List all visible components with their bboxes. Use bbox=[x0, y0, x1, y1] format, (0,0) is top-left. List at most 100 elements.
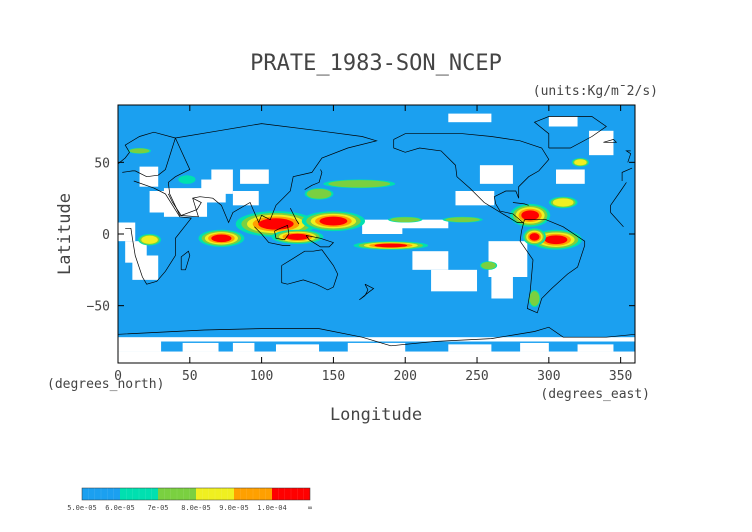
coastline bbox=[603, 139, 618, 143]
coastline bbox=[118, 326, 635, 347]
precip-contour bbox=[178, 175, 196, 184]
precip-contour bbox=[319, 216, 348, 226]
y-unit-label: (degrees_north) bbox=[47, 377, 164, 392]
precip-field bbox=[118, 105, 635, 363]
coastlines bbox=[118, 116, 635, 347]
coastline bbox=[289, 208, 300, 225]
colorbar-swatch bbox=[196, 488, 234, 500]
coastline bbox=[304, 169, 323, 190]
below-threshold-area bbox=[448, 113, 492, 123]
precip-contour bbox=[306, 188, 332, 199]
precip-contour bbox=[544, 235, 568, 245]
colorbar-level-label: ∞ bbox=[308, 504, 312, 512]
below-threshold-area bbox=[412, 251, 449, 270]
coastline bbox=[167, 193, 202, 216]
coastline bbox=[610, 182, 627, 213]
precip-contour bbox=[445, 217, 480, 223]
below-threshold-area bbox=[520, 342, 549, 352]
x-tick-label: 50 bbox=[182, 369, 198, 384]
y-axis-label: Latitude bbox=[55, 193, 75, 275]
coastline bbox=[519, 219, 586, 314]
precip-contour bbox=[521, 210, 540, 221]
below-threshold-area bbox=[491, 277, 513, 299]
below-threshold-area bbox=[362, 219, 403, 234]
coastline bbox=[359, 283, 375, 301]
y-tick-label: −50 bbox=[87, 300, 110, 315]
x-tick-label: 150 bbox=[322, 369, 345, 384]
below-threshold-area bbox=[182, 342, 219, 352]
coastline bbox=[533, 116, 607, 149]
below-threshold-area bbox=[275, 344, 320, 352]
chart-title: PRATE_1983-SON_NCEP bbox=[250, 51, 502, 76]
y-tick-label: 50 bbox=[94, 156, 110, 171]
below-threshold-area bbox=[479, 165, 513, 184]
coastline bbox=[180, 250, 191, 271]
y-tick-label: 0 bbox=[102, 228, 110, 243]
coastline bbox=[625, 150, 632, 163]
colorbar-level-label: 7e-05 bbox=[147, 504, 168, 512]
y-axis: −50 0 50 bbox=[87, 156, 635, 315]
coastline bbox=[254, 226, 291, 246]
coastline bbox=[274, 224, 290, 241]
below-threshold-area bbox=[398, 219, 449, 229]
colorbar-swatch bbox=[158, 488, 196, 500]
below-threshold-area bbox=[455, 191, 495, 206]
below-threshold-area bbox=[232, 342, 255, 352]
below-threshold-area bbox=[240, 169, 269, 184]
x-tick-label: 300 bbox=[537, 369, 560, 384]
precip-contour bbox=[529, 291, 540, 306]
x-tick-label: 250 bbox=[465, 369, 488, 384]
below-threshold-area bbox=[232, 191, 259, 206]
below-threshold-area bbox=[118, 337, 635, 342]
colorbar-level-label: 1.0e-04 bbox=[257, 504, 287, 512]
coastline bbox=[305, 235, 335, 248]
colorbar-swatch bbox=[234, 488, 272, 500]
precip-contour bbox=[481, 261, 496, 270]
colorbar-level-label: 9.0e-05 bbox=[219, 504, 249, 512]
x-tick-label: 350 bbox=[609, 369, 632, 384]
precip-contour bbox=[286, 233, 309, 241]
plot-area bbox=[117, 104, 636, 364]
precip-contour bbox=[574, 159, 587, 166]
units-label: (units:Kg/m¯2/s) bbox=[533, 84, 658, 99]
precip-contour bbox=[258, 218, 294, 230]
precip-contour bbox=[552, 198, 574, 207]
x-unit-label: (degrees_east) bbox=[540, 387, 650, 402]
coastline bbox=[512, 202, 529, 206]
colorbar-swatch bbox=[120, 488, 158, 500]
below-threshold-area bbox=[118, 222, 130, 236]
precip-contour bbox=[390, 217, 421, 223]
below-threshold-area bbox=[448, 344, 492, 352]
colorbar-level-label: 6.0e-05 bbox=[105, 504, 135, 512]
below-threshold-area bbox=[548, 116, 578, 127]
coastline bbox=[125, 180, 192, 285]
colorbar-level-label: 8.0e-05 bbox=[181, 504, 211, 512]
below-threshold-area bbox=[589, 130, 614, 156]
colorbar-swatch bbox=[82, 488, 120, 500]
precip-contour bbox=[211, 234, 232, 243]
below-threshold-area bbox=[556, 169, 585, 184]
below-threshold-area bbox=[431, 269, 478, 292]
below-threshold-area bbox=[211, 169, 233, 194]
precip-contour bbox=[328, 180, 391, 188]
coastline bbox=[621, 167, 633, 181]
colorbar: 5.0e-05 6.0e-05 7e-05 8.0e-05 9.0e-05 1.0e-04… bbox=[67, 487, 312, 512]
x-tick-label: 100 bbox=[250, 369, 273, 384]
x-axis: 0 50 100 150 200 250 300 350 bbox=[114, 105, 632, 384]
precip-contour bbox=[129, 148, 150, 154]
precip-contour bbox=[529, 233, 540, 241]
below-threshold-area bbox=[118, 351, 635, 363]
below-threshold-area bbox=[577, 344, 614, 352]
below-threshold-area bbox=[118, 341, 162, 352]
x-axis-label: Longitude bbox=[330, 405, 422, 425]
below-threshold-area bbox=[347, 342, 406, 352]
colorbar-swatch bbox=[272, 488, 310, 500]
precip-contour bbox=[141, 235, 158, 244]
precip-contour bbox=[374, 243, 408, 248]
coastline bbox=[281, 249, 339, 291]
x-tick-label: 200 bbox=[393, 369, 416, 384]
colorbar-frame bbox=[81, 487, 311, 501]
coastline bbox=[393, 133, 550, 223]
colorbar-level-label: 5.0e-05 bbox=[67, 504, 97, 512]
below-threshold-area bbox=[488, 241, 528, 277]
